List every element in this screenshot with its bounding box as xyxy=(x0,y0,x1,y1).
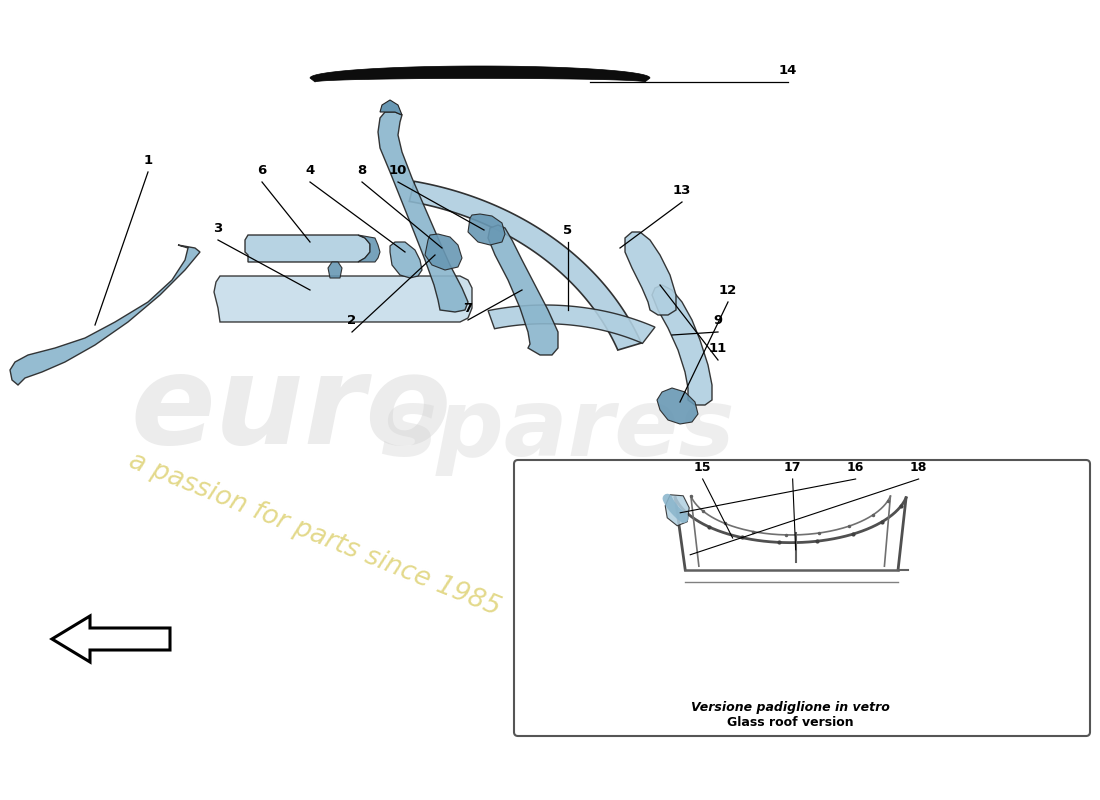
Polygon shape xyxy=(310,66,650,82)
Polygon shape xyxy=(657,388,698,424)
Polygon shape xyxy=(666,494,690,526)
Polygon shape xyxy=(214,276,472,322)
Polygon shape xyxy=(245,235,370,262)
Text: 7: 7 xyxy=(463,302,473,315)
Text: 2: 2 xyxy=(348,314,356,327)
Text: 15: 15 xyxy=(694,461,712,474)
Text: 16: 16 xyxy=(847,461,865,474)
Text: 4: 4 xyxy=(306,164,315,177)
Text: a passion for parts since 1985: a passion for parts since 1985 xyxy=(125,448,504,622)
Text: 1: 1 xyxy=(143,154,153,167)
Polygon shape xyxy=(358,235,379,262)
Polygon shape xyxy=(409,182,641,350)
Text: 18: 18 xyxy=(910,461,927,474)
Polygon shape xyxy=(468,214,505,245)
Text: spares: spares xyxy=(379,384,735,476)
Polygon shape xyxy=(652,285,712,405)
Polygon shape xyxy=(488,305,654,343)
Text: 6: 6 xyxy=(257,164,266,177)
Text: 5: 5 xyxy=(563,224,573,237)
Text: 14: 14 xyxy=(779,64,798,77)
Polygon shape xyxy=(379,100,401,115)
Text: 8: 8 xyxy=(358,164,366,177)
Text: 9: 9 xyxy=(714,314,723,327)
Polygon shape xyxy=(425,234,462,270)
Text: 12: 12 xyxy=(719,284,737,297)
Polygon shape xyxy=(390,242,422,278)
Polygon shape xyxy=(52,616,170,662)
Polygon shape xyxy=(328,262,342,278)
Polygon shape xyxy=(378,112,468,312)
Text: 10: 10 xyxy=(388,164,407,177)
Polygon shape xyxy=(488,225,558,355)
Polygon shape xyxy=(10,245,200,385)
Text: 3: 3 xyxy=(213,222,222,235)
Polygon shape xyxy=(625,232,676,315)
Text: 13: 13 xyxy=(673,184,691,197)
Text: euro: euro xyxy=(130,350,451,470)
Text: Glass roof version: Glass roof version xyxy=(727,715,854,729)
Text: 17: 17 xyxy=(784,461,802,474)
FancyBboxPatch shape xyxy=(514,460,1090,736)
Text: Versione padiglione in vetro: Versione padiglione in vetro xyxy=(691,702,890,714)
Text: 11: 11 xyxy=(708,342,727,355)
